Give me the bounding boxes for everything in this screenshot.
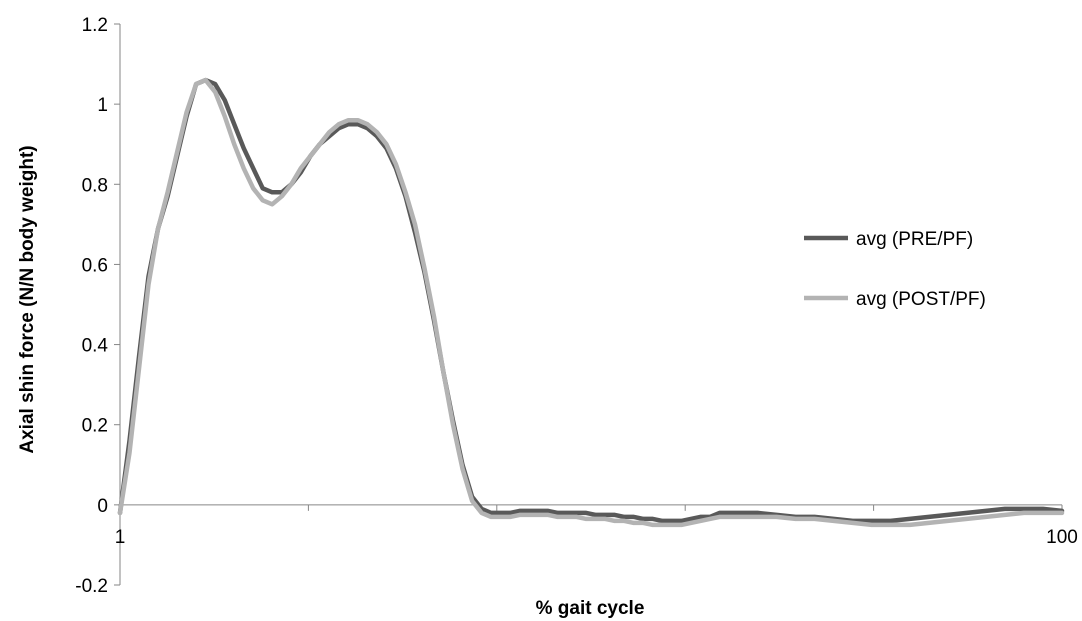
- legend-label: avg (PRE/PF): [856, 229, 973, 250]
- y-ticks: 1.2 1 0.8 0.6 0.4 0.2 0 -0.2: [75, 15, 120, 597]
- x-tick-label: 100: [1046, 527, 1078, 548]
- series-line-post: [117, 77, 1065, 528]
- y-tick-label: 0.8: [82, 175, 108, 196]
- axes: 1.2 1 0.8 0.6 0.4 0.2 0 -0.2 1 100: [75, 15, 1078, 597]
- y-tick-label: -0.2: [75, 576, 108, 597]
- series-group: [117, 77, 1065, 528]
- y-tick-label: 0: [97, 496, 108, 517]
- y-tick-label: 0.2: [82, 416, 108, 437]
- y-axis-title: Axial shin force (N/N body weight): [17, 145, 38, 453]
- legend-label: avg (POST/PF): [856, 289, 986, 310]
- y-tick-label: 0.4: [82, 336, 109, 357]
- x-axis-title: % gait cycle: [536, 598, 645, 619]
- legend: avg (PRE/PF) avg (POST/PF): [804, 229, 986, 310]
- y-tick-label: 0.6: [82, 255, 108, 276]
- x-ticks: 1 100: [115, 504, 1078, 548]
- y-tick-label: 1.2: [82, 15, 108, 36]
- y-tick-label: 1: [97, 95, 108, 116]
- x-tick-label: 1: [115, 527, 126, 548]
